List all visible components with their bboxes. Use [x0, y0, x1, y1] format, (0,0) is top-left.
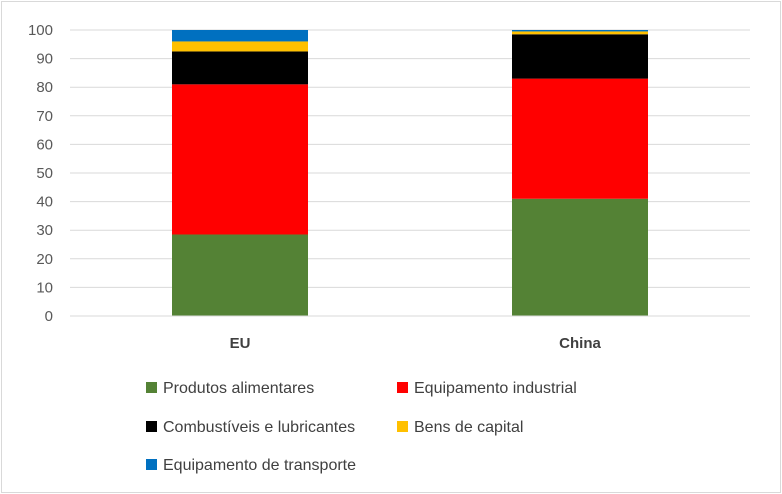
legend-label: Produtos alimentares — [163, 380, 314, 397]
y-tick-label: 90 — [36, 51, 53, 68]
legend-swatch — [146, 421, 157, 432]
legend-swatch — [146, 459, 157, 470]
y-tick-label: 60 — [36, 136, 53, 153]
y-tick-label: 20 — [36, 251, 53, 268]
bar-segment-china-4 — [512, 30, 648, 32]
y-tick-label: 80 — [36, 79, 53, 96]
bar-segment-china-1 — [512, 78, 648, 199]
legend: Produtos alimentares Equipamento industri… — [146, 380, 577, 474]
y-tick-label: 50 — [36, 165, 53, 182]
legend-label: Bens de capital — [414, 419, 523, 436]
y-tick-label: 30 — [36, 222, 53, 239]
bar-segment-eu-0 — [172, 234, 308, 316]
bar-segment-eu-4 — [172, 30, 308, 42]
bar-segment-china-3 — [512, 31, 648, 35]
y-axis: 0 10 20 30 40 50 60 70 80 90 100 — [28, 22, 53, 325]
y-tick-label: 70 — [36, 108, 53, 125]
legend-label: Combustíveis e lubricantes — [163, 419, 355, 436]
legend-swatch — [146, 382, 157, 393]
y-tick-label: 0 — [45, 308, 53, 325]
bar-segment-china-0 — [512, 198, 648, 316]
y-tick-label: 100 — [28, 22, 53, 39]
bar-segment-eu-3 — [172, 41, 308, 52]
y-tick-label: 40 — [36, 194, 53, 211]
legend-swatch — [397, 382, 408, 393]
bar-segment-eu-2 — [172, 51, 308, 85]
bar-segment-eu-1 — [172, 84, 308, 235]
bars — [172, 30, 648, 316]
y-tick-label: 10 — [36, 279, 53, 296]
legend-swatch — [397, 421, 408, 432]
legend-label: Equipamento industrial — [414, 380, 577, 397]
x-axis: EU China — [70, 315, 750, 352]
bar-segment-china-2 — [512, 34, 648, 79]
legend-label: Equipamento de transporte — [163, 457, 356, 474]
x-category-label: EU — [230, 335, 251, 352]
x-category-label: China — [559, 335, 601, 352]
